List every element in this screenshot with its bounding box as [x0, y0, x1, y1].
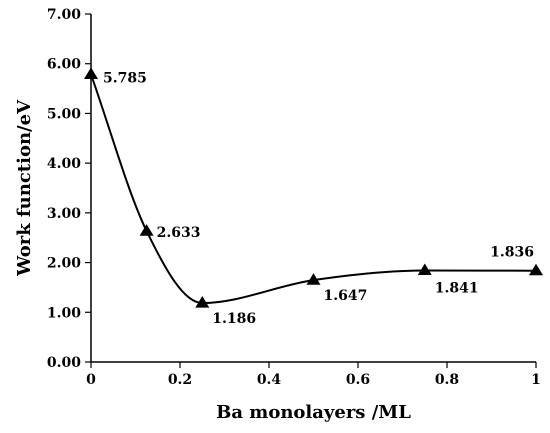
y-tick-label-6: 6.00: [47, 57, 81, 73]
y-tick-label-0: 0.00: [47, 355, 81, 371]
y-tick-label-5: 5.00: [47, 106, 81, 122]
y-tick-label-7: 7.00: [47, 7, 81, 23]
y-tick-label-2: 2.00: [47, 256, 81, 272]
x-tick-labels: 0 0.2 0.4 0.6 0.8 1: [86, 372, 541, 388]
x-axis-title: Ba monolayers /ML: [216, 402, 411, 423]
x-tick-label-3: 0.6: [346, 372, 370, 388]
x-tick-label-2: 0.4: [257, 372, 282, 388]
x-tick-label-5: 1: [531, 372, 541, 388]
data-label-4: 1.841: [435, 280, 479, 296]
y-tick-labels: 0.00 1.00 2.00 3.00 4.00 5.00 6.00 7.00: [47, 7, 81, 371]
marker-2: [195, 296, 210, 308]
data-labels: 5.785 2.633 1.186 1.647 1.841 1.836: [103, 70, 534, 327]
series-markers: [84, 67, 543, 308]
marker-0: [84, 67, 98, 79]
y-axis-title: Work function/eV: [14, 99, 35, 277]
data-label-1: 2.633: [157, 225, 201, 241]
y-tick-label-3: 3.00: [47, 206, 81, 222]
marker-5: [529, 263, 543, 276]
marker-3: [306, 273, 321, 285]
data-label-3: 1.647: [324, 288, 368, 304]
x-tick-label-1: 0.2: [168, 372, 192, 388]
series-line: [90, 74, 537, 305]
y-tick-label-4: 4.00: [47, 156, 81, 172]
y-tick-label-1: 1.00: [47, 305, 81, 321]
marker-1: [139, 224, 154, 236]
x-tick-label-0: 0: [86, 372, 96, 388]
data-label-0: 5.785: [103, 70, 147, 86]
data-label-2: 1.186: [212, 311, 256, 327]
data-label-5: 1.836: [490, 245, 534, 261]
axes: [85, 13, 537, 368]
x-tick-label-4: 0.8: [435, 372, 459, 388]
marker-4: [417, 263, 432, 275]
